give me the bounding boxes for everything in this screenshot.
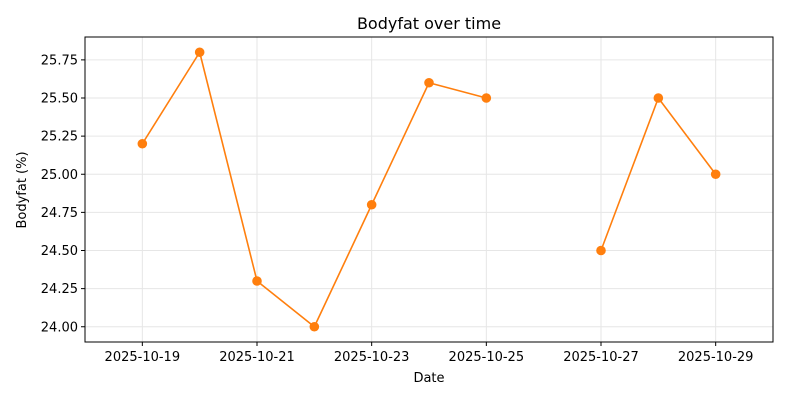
- data-point: [596, 245, 606, 256]
- data-point: [710, 169, 721, 180]
- chart-title: Bodyfat over time: [357, 14, 501, 33]
- data-point: [424, 77, 434, 88]
- axis-ticks: 2025-10-19 2025-10-21 2025-10-23 2025-10-25…: [41, 53, 754, 365]
- x-tick-label: 2025-10-21: [219, 350, 295, 365]
- data-point: [137, 138, 148, 149]
- data-point: [481, 93, 492, 103]
- y-tick-label: 25.75: [41, 53, 78, 68]
- data-point: [252, 276, 262, 286]
- series-bodyfat: [137, 47, 721, 332]
- y-tick-label: 24.25: [41, 282, 78, 297]
- x-tick-label: 2025-10-25: [449, 350, 525, 365]
- x-tick-label: 2025-10-29: [678, 350, 754, 365]
- data-point: [366, 199, 377, 210]
- y-tick-label: 24.00: [41, 320, 78, 335]
- x-tick-label: 2025-10-19: [105, 350, 181, 365]
- y-tick-label: 24.75: [41, 206, 78, 221]
- series-line-segment: [141, 51, 487, 328]
- plot-frame: [84, 36, 774, 343]
- x-axis-label: Date: [413, 371, 444, 386]
- y-tick-label: 24.50: [41, 244, 78, 259]
- data-point: [653, 93, 664, 103]
- x-tick-label: 2025-10-23: [334, 350, 410, 365]
- y-tick-label: 25.25: [41, 130, 78, 145]
- x-tick-label: 2025-10-27: [563, 350, 639, 365]
- data-point: [309, 321, 320, 332]
- y-axis-label: Bodyfat (%): [15, 151, 30, 228]
- y-tick-label: 25.50: [41, 92, 78, 107]
- data-point: [194, 47, 205, 58]
- y-tick-label: 25.00: [41, 168, 78, 183]
